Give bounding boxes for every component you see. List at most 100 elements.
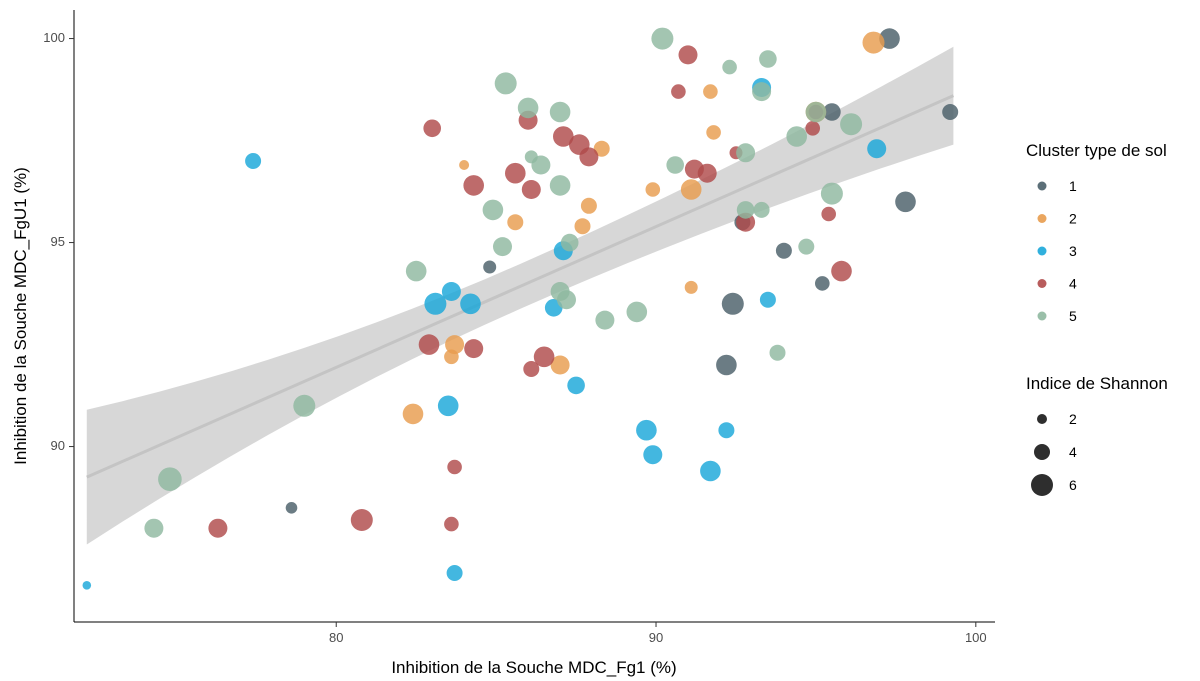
legend-cluster-swatch (1037, 279, 1047, 288)
data-point-cluster-5 (293, 394, 316, 417)
legend-shannon-label: 4 (1069, 444, 1077, 460)
data-point-cluster-4 (579, 147, 599, 167)
legend-cluster-swatch (1037, 246, 1047, 256)
data-point-cluster-2 (703, 84, 718, 99)
data-point-cluster-5 (651, 27, 674, 50)
x-axis-title: Inhibition de la Souche MDC_Fg1 (%) (391, 658, 676, 677)
data-point-cluster-4 (418, 334, 440, 355)
data-point-cluster-2 (580, 197, 597, 214)
data-point-cluster-1 (285, 502, 298, 514)
data-point-cluster-3 (867, 139, 887, 159)
data-point-cluster-4 (523, 361, 540, 377)
data-point-cluster-3 (441, 282, 461, 301)
data-point-cluster-5 (482, 199, 504, 221)
regression-line (86, 94, 955, 479)
data-point-cluster-1 (483, 260, 497, 274)
data-point-cluster-4 (736, 212, 756, 232)
data-point-cluster-5 (626, 301, 648, 323)
data-point-cluster-5 (549, 175, 571, 196)
data-point-cluster-2 (645, 182, 661, 197)
data-point-cluster-2 (862, 31, 885, 54)
data-point-cluster-5 (405, 260, 427, 282)
data-point-cluster-5 (557, 290, 576, 310)
data-point-cluster-3 (567, 376, 585, 395)
data-point-cluster-5 (158, 467, 182, 492)
data-point-cluster-4 (444, 516, 459, 532)
legend-shannon-label: 2 (1069, 411, 1077, 427)
legend-cluster-label: 5 (1069, 308, 1077, 324)
legend-cluster: Cluster type de sol 1 2 3 4 5 (1026, 141, 1167, 324)
data-point-cluster-4 (553, 126, 574, 147)
data-point-cluster-1 (895, 191, 916, 213)
data-point-cluster-5 (722, 59, 737, 75)
y-tick-label: 90 (51, 438, 65, 453)
data-point-cluster-3 (424, 292, 447, 315)
data-point-cluster-4 (805, 121, 820, 136)
data-point-cluster-3 (437, 395, 459, 417)
data-point-cluster-4 (464, 339, 484, 359)
legend-shannon-swatch (1031, 474, 1053, 496)
x-axis-ticks: 80 90 100 (329, 622, 987, 645)
legend-cluster-title: Cluster type de sol (1026, 141, 1167, 160)
x-tick-label: 80 (329, 630, 343, 645)
x-tick-label: 100 (965, 630, 987, 645)
data-point-cluster-4 (350, 509, 373, 531)
data-point-cluster-3 (700, 460, 721, 482)
data-point-cluster-5 (144, 518, 164, 538)
data-point-cluster-4 (521, 180, 541, 199)
data-point-cluster-1 (716, 354, 737, 376)
data-point-cluster-3 (636, 419, 657, 441)
y-axis-title: Inhibition de la Souche MDC_FgU1 (%) (11, 167, 30, 465)
data-point-cluster-5 (753, 201, 770, 218)
data-point-cluster-5 (736, 143, 756, 163)
data-point-cluster-3 (759, 291, 776, 308)
data-point-cluster-2 (684, 280, 698, 294)
legend-shannon: Indice de Shannon 2 4 6 (1026, 374, 1168, 496)
data-point-cluster-5 (798, 238, 815, 255)
legend-shannon-items: 2 4 6 (1031, 411, 1077, 496)
legend-cluster-label: 4 (1069, 276, 1077, 292)
legend-shannon-label: 6 (1069, 477, 1077, 493)
data-point-cluster-5 (752, 82, 772, 102)
legend-shannon-swatch (1037, 414, 1047, 424)
data-point-cluster-5 (531, 155, 551, 175)
legend-cluster-swatch (1037, 311, 1047, 321)
data-point-cluster-4 (671, 84, 686, 99)
data-point-cluster-2 (444, 349, 459, 365)
data-point-cluster-5 (560, 233, 579, 252)
data-point-cluster-4 (821, 206, 836, 222)
data-point-cluster-2 (459, 160, 470, 170)
data-point-cluster-2 (680, 179, 702, 200)
data-point-cluster-1 (942, 104, 959, 120)
data-point-cluster-3 (718, 422, 735, 439)
data-point-cluster-2 (593, 140, 610, 157)
legend-cluster-label: 1 (1069, 178, 1077, 194)
confidence-band-layer (86, 46, 955, 545)
data-point-cluster-2 (445, 335, 465, 355)
data-point-cluster-4 (208, 518, 228, 538)
confidence-band (86, 46, 954, 545)
data-point-cluster-1 (823, 103, 841, 121)
data-point-cluster-5 (759, 50, 777, 68)
data-point-cluster-5 (595, 310, 615, 330)
data-point-cluster-3 (82, 581, 92, 590)
legend-cluster-label: 2 (1069, 211, 1077, 227)
data-point-cluster-4 (463, 175, 485, 196)
legend-cluster-swatch (1037, 181, 1047, 191)
data-point-cluster-1 (721, 292, 744, 315)
data-point-cluster-3 (245, 153, 262, 169)
data-point-cluster-4 (831, 260, 852, 282)
y-axis-ticks: 90 95 100 (43, 30, 74, 453)
data-point-cluster-4 (423, 119, 442, 138)
data-point-cluster-5 (549, 101, 571, 123)
data-point-cluster-5 (769, 344, 786, 361)
x-tick-label: 90 (649, 630, 663, 645)
data-point-cluster-1 (815, 276, 830, 291)
data-point-cluster-2 (507, 214, 524, 231)
data-point-cluster-5 (840, 113, 863, 136)
data-point-cluster-3 (460, 293, 481, 315)
data-point-cluster-3 (446, 565, 463, 581)
data-point-cluster-5 (786, 126, 807, 147)
data-point-cluster-5 (494, 72, 517, 95)
